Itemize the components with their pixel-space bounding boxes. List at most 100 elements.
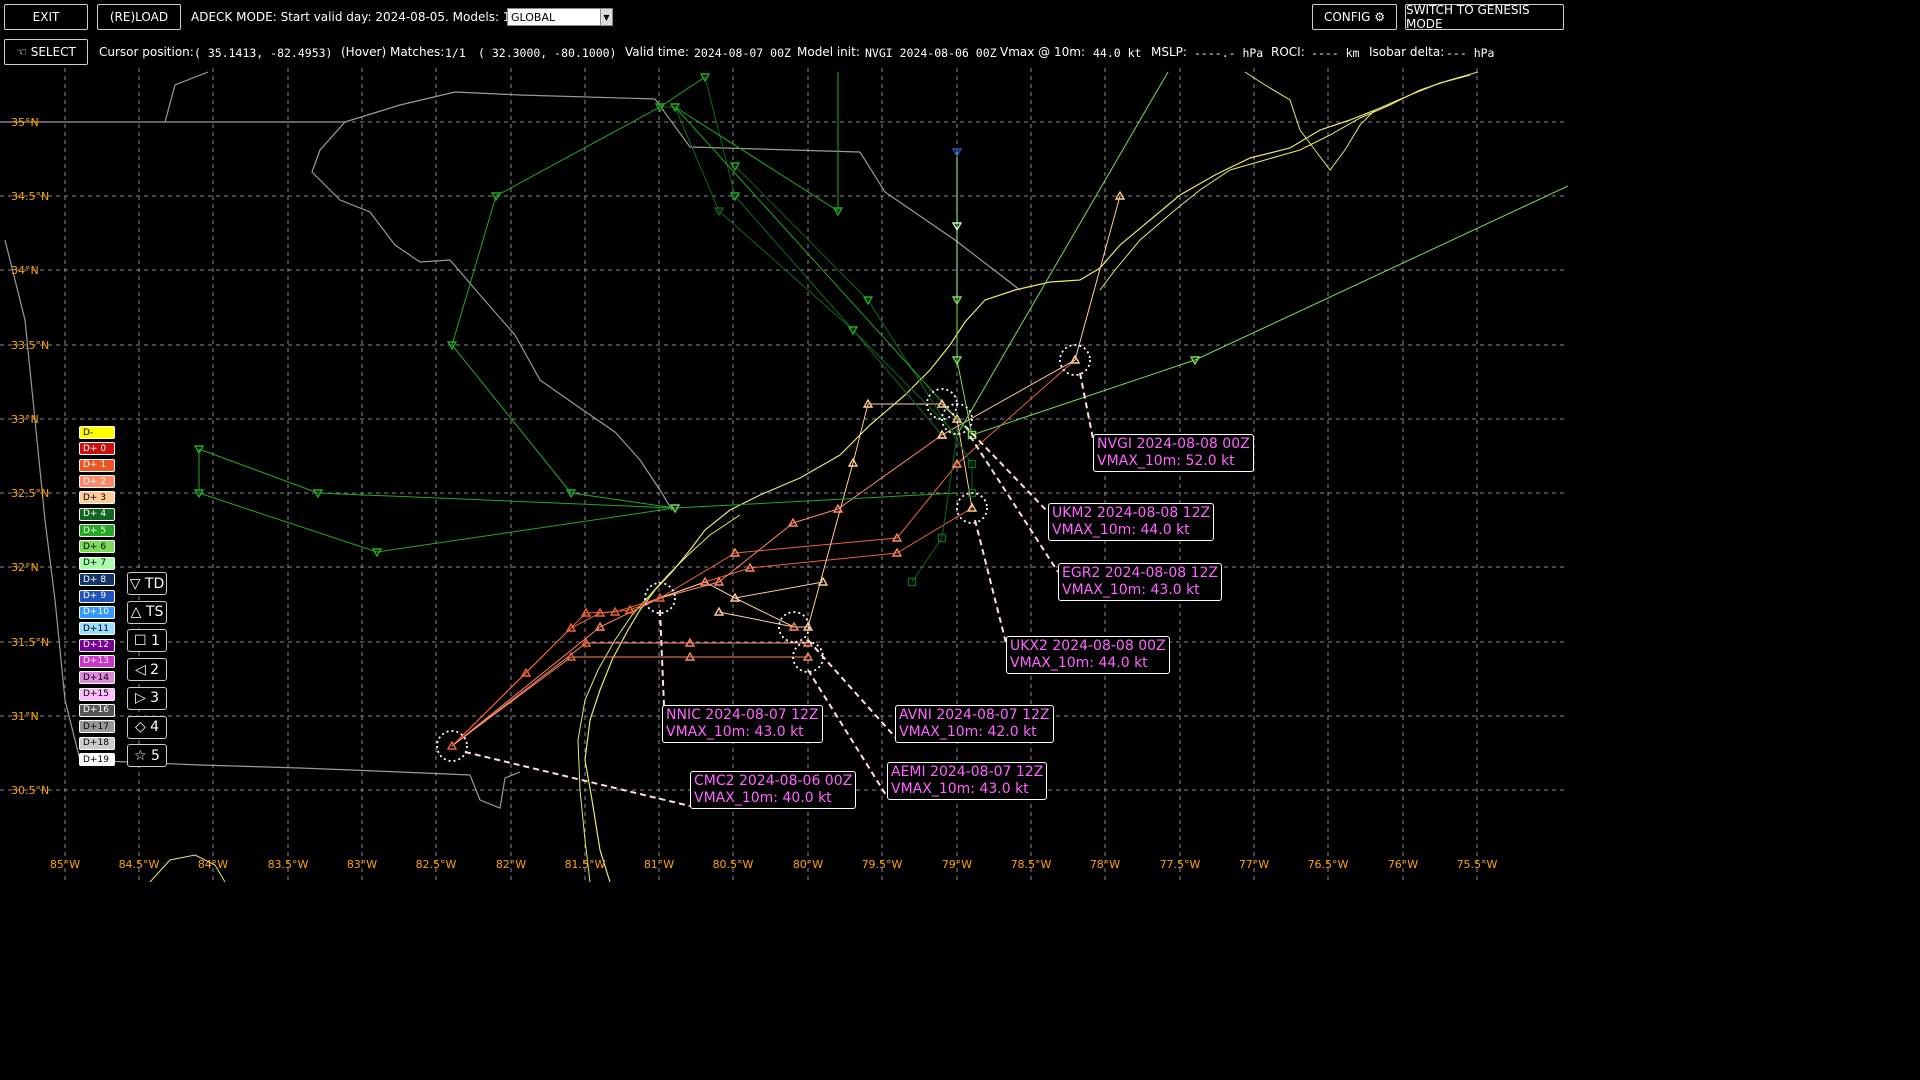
day-legend-item: D+17: [79, 720, 115, 734]
ts-marker[interactable]: [729, 592, 741, 602]
td-marker[interactable]: [446, 341, 458, 351]
td-marker[interactable]: [847, 326, 859, 336]
td-marker[interactable]: [490, 192, 502, 202]
hover-ring: [436, 730, 468, 762]
td-marker[interactable]: [193, 489, 205, 499]
select-button[interactable]: ☜ SELECT: [4, 39, 88, 65]
callout-vmax: VMAX_10m: 43.0 kt: [666, 724, 804, 740]
model-track: [451, 656, 808, 747]
ts-marker[interactable]: [891, 532, 903, 542]
lat-label: 33°N: [11, 413, 39, 426]
ts-marker[interactable]: [713, 576, 725, 586]
td-marker[interactable]: [951, 222, 963, 232]
td-marker[interactable]: [699, 73, 711, 83]
callout-leader-line: [964, 425, 1049, 513]
cat1-marker[interactable]: [907, 577, 917, 587]
ts-marker[interactable]: [802, 621, 814, 631]
lon-label: 84.5°W: [119, 858, 160, 871]
ts-marker[interactable]: [699, 576, 711, 586]
ts-marker[interactable]: [446, 740, 458, 750]
callout-vmax: VMAX_10m: 43.0 kt: [891, 781, 1029, 797]
ts-marker[interactable]: [802, 651, 814, 661]
model-track: [956, 185, 1568, 436]
roci-label: ROCI:: [1271, 45, 1305, 59]
ts-marker[interactable]: [787, 517, 799, 527]
ts-marker[interactable]: [580, 607, 592, 617]
td-marker[interactable]: [729, 162, 741, 172]
ts-marker[interactable]: [951, 458, 963, 468]
lon-label: 81°W: [644, 858, 674, 871]
ts-marker[interactable]: [609, 606, 621, 616]
td-marker[interactable]: [713, 207, 725, 217]
lat-label: 33.5°N: [11, 339, 49, 352]
td-marker[interactable]: [654, 103, 666, 113]
ts-marker[interactable]: [594, 621, 606, 631]
td-marker[interactable]: [565, 489, 577, 499]
ts-marker[interactable]: [832, 503, 844, 513]
model-track: [807, 403, 973, 628]
ts-marker[interactable]: [862, 398, 874, 408]
callout-aemi: AEMI 2024-08-07 12Z VMAX_10m: 43.0 kt: [887, 762, 1048, 800]
ts-marker[interactable]: [951, 413, 963, 423]
state-border: [164, 71, 209, 123]
ts-marker[interactable]: [817, 576, 829, 586]
td-marker[interactable]: [193, 445, 205, 455]
ts-marker[interactable]: [1069, 354, 1081, 364]
day-legend-item: D+ 9: [79, 589, 115, 603]
valid-time-label: Valid time:: [625, 45, 689, 59]
callout-leader-line: [807, 639, 897, 739]
td-marker[interactable]: [951, 296, 963, 306]
ts-marker[interactable]: [936, 429, 948, 439]
td-marker[interactable]: [1189, 356, 1201, 366]
ts-marker[interactable]: [729, 547, 741, 557]
hover-ring: [644, 582, 676, 614]
track-map[interactable]: 35°N 34.5°N 34°N 33.5°N 33°N 32.5°N 32°N 31.5°N…: [0, 68, 1568, 882]
ts-marker[interactable]: [565, 651, 577, 661]
ts-marker[interactable]: [788, 621, 800, 631]
ts-marker[interactable]: [624, 604, 636, 614]
model-track: [956, 71, 1169, 436]
td-marker[interactable]: [951, 148, 963, 158]
ts-marker[interactable]: [1114, 190, 1126, 200]
ts-marker[interactable]: [936, 398, 948, 408]
ts-marker[interactable]: [520, 667, 532, 677]
td-marker[interactable]: [669, 103, 681, 113]
model-track: [734, 165, 973, 493]
callout-title: AEMI 2024-08-07 12Z: [891, 764, 1044, 780]
mslp-label: MSLP:: [1151, 45, 1187, 59]
ts-marker[interactable]: [684, 637, 696, 647]
td-marker[interactable]: [832, 207, 844, 217]
config-button[interactable]: CONFIG ⚙: [1312, 4, 1397, 30]
intensity-legend-item: ☆ 5: [127, 744, 167, 768]
ts-marker[interactable]: [966, 502, 978, 512]
day-legend-item: D+ 2: [79, 475, 115, 489]
td-marker[interactable]: [669, 504, 681, 514]
mode-status-text: ADECK MODE: Start valid day: 2024-08-05.…: [191, 10, 538, 24]
ts-marker[interactable]: [684, 651, 696, 661]
ts-marker[interactable]: [580, 637, 592, 647]
cat1-marker[interactable]: [937, 533, 947, 543]
cat1-marker[interactable]: [967, 459, 977, 469]
switch-genesis-mode-button[interactable]: SWITCH TO GENESIS MODE: [1405, 3, 1564, 31]
ts-marker[interactable]: [847, 457, 859, 467]
ts-marker[interactable]: [744, 562, 756, 572]
day-legend-item: D+18: [79, 736, 115, 750]
callout-vmax: VMAX_10m: 42.0 kt: [899, 724, 1037, 740]
reload-button[interactable]: (RE)LOAD: [97, 4, 181, 30]
td-marker[interactable]: [371, 548, 383, 558]
td-marker[interactable]: [862, 296, 874, 306]
ts-marker[interactable]: [594, 607, 606, 617]
valid-time-value: 2024-08-07 00Z: [694, 46, 791, 60]
ts-marker[interactable]: [713, 606, 725, 616]
td-marker[interactable]: [729, 192, 741, 202]
ts-marker[interactable]: [891, 547, 903, 557]
hover-count: 1/1: [445, 46, 466, 60]
lat-label: 34.5°N: [11, 190, 49, 203]
ts-marker[interactable]: [654, 592, 666, 602]
td-marker[interactable]: [312, 489, 324, 499]
basin-select[interactable]: GLOBAL ▼: [507, 8, 613, 26]
exit-button[interactable]: EXIT: [4, 4, 88, 30]
td-marker[interactable]: [951, 356, 963, 366]
ts-marker[interactable]: [565, 622, 577, 632]
day-legend-item: D+ 6: [79, 540, 115, 554]
